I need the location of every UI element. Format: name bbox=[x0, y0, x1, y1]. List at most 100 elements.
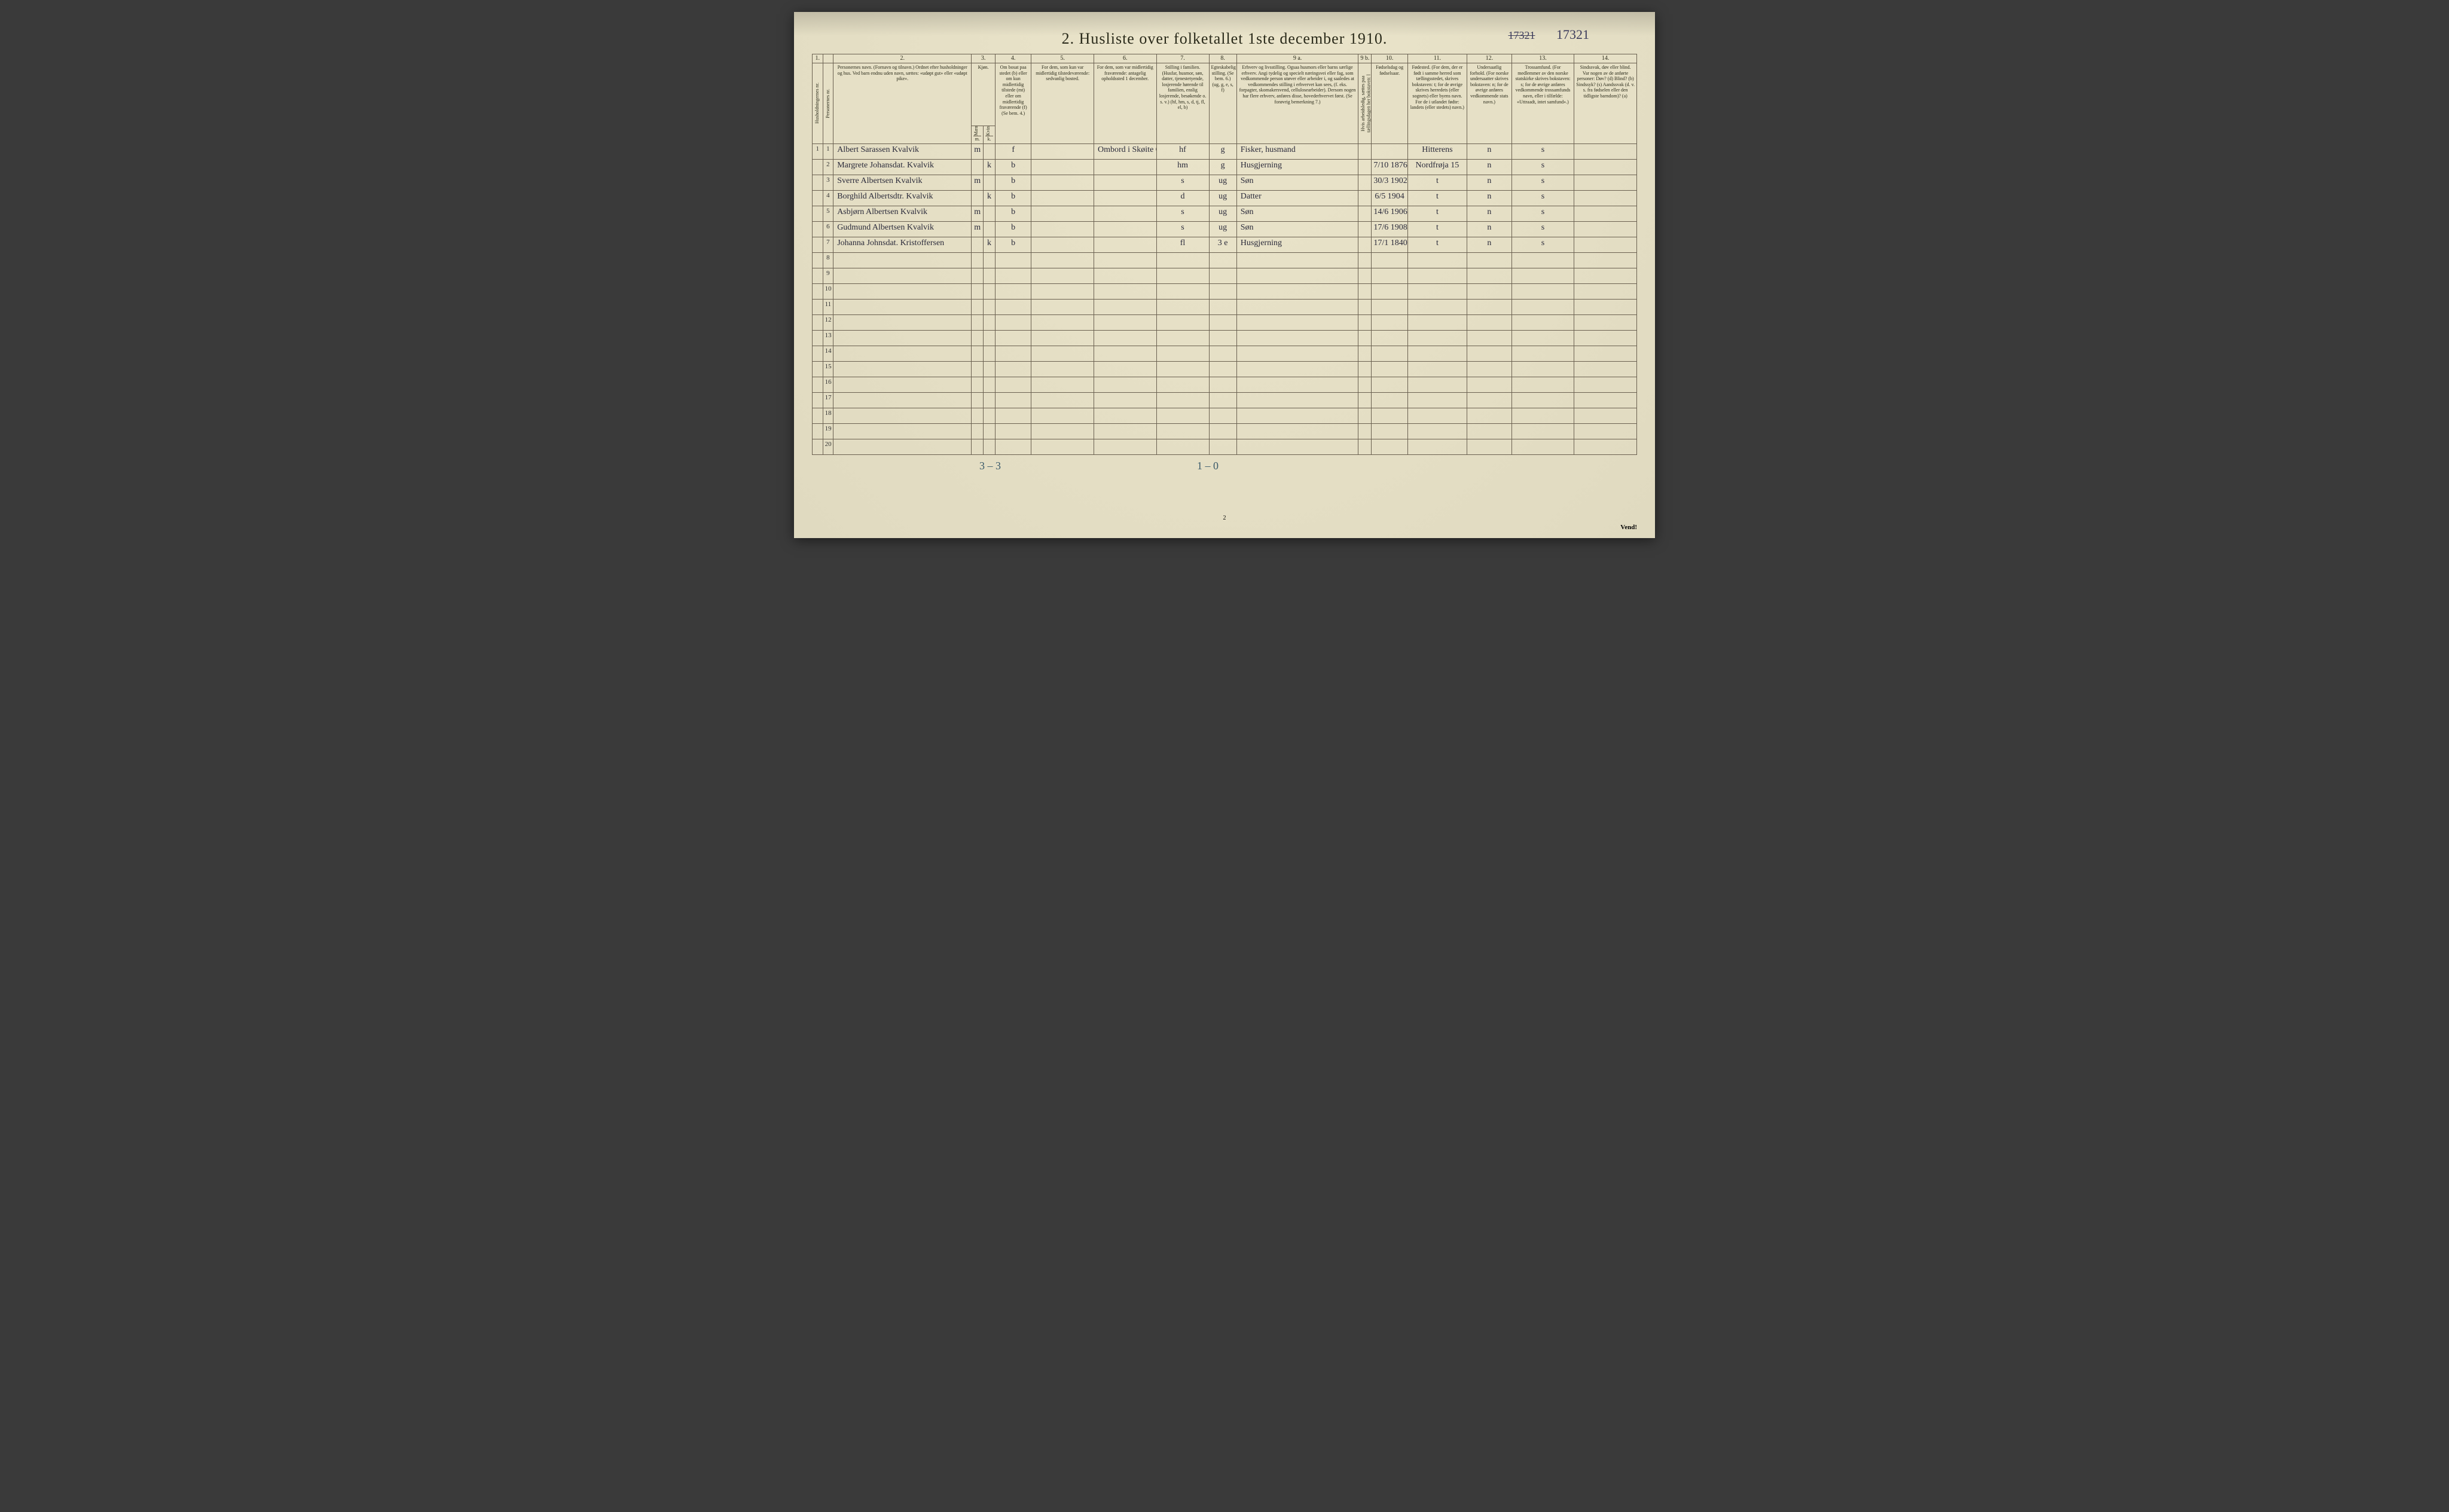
cell-sind bbox=[1574, 143, 1637, 159]
colnum: 7. bbox=[1156, 54, 1209, 63]
header-name: Personernes navn. (Fornavn og tilnavn.) … bbox=[833, 63, 972, 144]
cell-und: n bbox=[1467, 190, 1511, 206]
cell-egt: g bbox=[1209, 159, 1236, 175]
cell-empty bbox=[995, 299, 1031, 314]
table-row: 4Borghild Albertsdtr. KvalvikkbdugDatter… bbox=[813, 190, 1637, 206]
table-row-empty: 14 bbox=[813, 346, 1637, 361]
cell-erhv: Husgjerning bbox=[1236, 159, 1358, 175]
cell-empty bbox=[972, 252, 984, 268]
cell-empty bbox=[1574, 377, 1637, 392]
cell-empty bbox=[833, 268, 972, 283]
cell-fsted: t bbox=[1407, 237, 1467, 252]
cell-m: m bbox=[972, 175, 984, 190]
cell-empty bbox=[1156, 408, 1209, 423]
cell-fsted: t bbox=[1407, 190, 1467, 206]
table-row: 3Sverre Albertsen KvalvikmbsugSøn30/3 19… bbox=[813, 175, 1637, 190]
cell-fsted: Nordfrøja 15 bbox=[1407, 159, 1467, 175]
cell-egt: ug bbox=[1209, 175, 1236, 190]
cell-empty bbox=[972, 377, 984, 392]
cell-egt: ug bbox=[1209, 190, 1236, 206]
page-title: 2. Husliste over folketallet 1ste decemb… bbox=[1062, 30, 1388, 47]
cell-empty bbox=[1372, 377, 1408, 392]
cell-empty bbox=[995, 392, 1031, 408]
cell-tro: s bbox=[1511, 206, 1574, 221]
cell-empty bbox=[1467, 346, 1511, 361]
cell-empty bbox=[1236, 423, 1358, 439]
cell-tro: s bbox=[1511, 143, 1574, 159]
cell-fam: hf bbox=[1156, 143, 1209, 159]
cell-empty bbox=[984, 408, 996, 423]
cell-empty bbox=[1511, 392, 1574, 408]
cell-empty bbox=[833, 439, 972, 454]
cell-empty bbox=[1467, 252, 1511, 268]
cell-empty bbox=[1574, 283, 1637, 299]
cell-empty bbox=[1094, 268, 1156, 283]
cell-fsted: Hitterens bbox=[1407, 143, 1467, 159]
table-row-empty: 8 bbox=[813, 252, 1637, 268]
cell-empty bbox=[1094, 283, 1156, 299]
cell-empty bbox=[1511, 346, 1574, 361]
cell-oph bbox=[1094, 159, 1156, 175]
cell-empty bbox=[1511, 299, 1574, 314]
cell-fdato bbox=[1372, 143, 1408, 159]
column-number-row: 1. 2. 3. 4. 5. 6. 7. 8. 9 a. 9 b. 10. 11… bbox=[813, 54, 1637, 63]
cell-egt: ug bbox=[1209, 206, 1236, 221]
cell-empty bbox=[1467, 283, 1511, 299]
cell-und: n bbox=[1467, 143, 1511, 159]
cell-erhv: Søn bbox=[1236, 221, 1358, 237]
header-marital: Egteskabelig stilling. (Se bem. 6.) (ug,… bbox=[1209, 63, 1236, 144]
table-row-empty: 16 bbox=[813, 377, 1637, 392]
cell-erhv: Søn bbox=[1236, 175, 1358, 190]
cell-empty: 17 bbox=[823, 392, 833, 408]
cell-empty bbox=[995, 268, 1031, 283]
cell-empty bbox=[1156, 268, 1209, 283]
cell-sedv bbox=[1031, 221, 1094, 237]
cell-egt: 3 e bbox=[1209, 237, 1236, 252]
cell-empty: 13 bbox=[823, 330, 833, 346]
cell-empty bbox=[984, 252, 996, 268]
cell-arb bbox=[1358, 159, 1372, 175]
cell-empty bbox=[995, 377, 1031, 392]
cell-empty bbox=[1209, 392, 1236, 408]
table-row-empty: 19 bbox=[813, 423, 1637, 439]
cell-empty bbox=[972, 439, 984, 454]
cell-empty bbox=[1372, 268, 1408, 283]
cell-empty bbox=[1209, 268, 1236, 283]
cell-und: n bbox=[1467, 206, 1511, 221]
cell-empty bbox=[972, 283, 984, 299]
cell-empty bbox=[1094, 377, 1156, 392]
cell-name: Asbjørn Albertsen Kvalvik bbox=[833, 206, 972, 221]
cell-egt: ug bbox=[1209, 221, 1236, 237]
cell-empty bbox=[995, 423, 1031, 439]
cell-empty bbox=[1358, 314, 1372, 330]
cell-k bbox=[984, 221, 996, 237]
colnum: 14. bbox=[1574, 54, 1637, 63]
cell-empty bbox=[1209, 314, 1236, 330]
cell-empty bbox=[984, 330, 996, 346]
cell-m: m bbox=[972, 206, 984, 221]
cell-empty: 8 bbox=[823, 252, 833, 268]
cell-und: n bbox=[1467, 159, 1511, 175]
cell-empty bbox=[1209, 423, 1236, 439]
cell-fsted: t bbox=[1407, 206, 1467, 221]
table-row-empty: 17 bbox=[813, 392, 1637, 408]
bottom-note-left: 3 – 3 bbox=[979, 460, 1001, 472]
cell-empty bbox=[833, 392, 972, 408]
cell-empty bbox=[984, 314, 996, 330]
cell-empty bbox=[984, 377, 996, 392]
cell-empty bbox=[1031, 268, 1094, 283]
table-row-empty: 11 bbox=[813, 299, 1637, 314]
cell-hh bbox=[813, 175, 823, 190]
cell-empty bbox=[1358, 377, 1372, 392]
cell-empty bbox=[1467, 314, 1511, 330]
cell-empty bbox=[1156, 423, 1209, 439]
cell-bosat: b bbox=[995, 206, 1031, 221]
table-header: 1. 2. 3. 4. 5. 6. 7. 8. 9 a. 9 b. 10. 11… bbox=[813, 54, 1637, 144]
table-row: 11Albert Sarassen KvalvikmfOmbord i Skøi… bbox=[813, 143, 1637, 159]
cell-empty bbox=[984, 346, 996, 361]
header-male: Mænd.m. bbox=[972, 126, 984, 144]
cell-oph: Ombord i Skøite Gjøa bbox=[1094, 143, 1156, 159]
cell-empty bbox=[1407, 330, 1467, 346]
cell-empty bbox=[1094, 361, 1156, 377]
cell-empty bbox=[1511, 268, 1574, 283]
